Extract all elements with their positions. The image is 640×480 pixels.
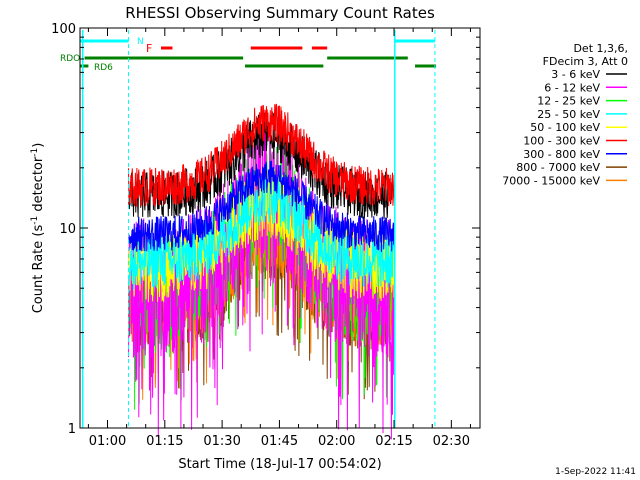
series-line: [128, 169, 396, 303]
x-tick-label: 02:00: [318, 434, 355, 449]
legend-label: 100 - 300 keV: [523, 135, 600, 148]
legend-label: 25 - 50 keV: [537, 108, 600, 121]
x-tick-label: 01:15: [146, 434, 183, 449]
night-flag-label: N: [137, 37, 144, 47]
series-line: [128, 160, 396, 253]
y-axis-label: Count Rate (s-1 detector-1): [30, 143, 46, 314]
flare-flag-label: F: [146, 42, 152, 55]
series-line: [128, 112, 396, 220]
legend-label: 300 - 800 keV: [523, 148, 600, 161]
legend-label: 7000 - 15000 keV: [502, 174, 600, 187]
legend-label: 800 - 7000 keV: [516, 161, 600, 174]
legend-label: 3 - 6 keV: [551, 68, 600, 81]
x-tick-label: 01:00: [89, 434, 126, 449]
legend-label: 50 - 100 keV: [530, 121, 600, 134]
y-tick-label: 100: [51, 22, 76, 37]
legend-header: Det 1,3,6,: [573, 42, 628, 55]
x-tick-label: 02:15: [375, 434, 412, 449]
x-tick-label: 01:45: [261, 434, 298, 449]
rdo-flag-label: RDO: [60, 54, 80, 64]
x-tick-label: 01:30: [203, 434, 240, 449]
timestamp: 1-Sep-2022 11:41: [555, 467, 636, 477]
rd6-flag-label: RD6: [94, 63, 113, 73]
plot-area: [81, 30, 436, 440]
legend-label: 6 - 12 keV: [544, 81, 600, 94]
series-line: [128, 103, 396, 207]
x-axis-label: Start Time (18-Jul-17 00:54:02): [178, 457, 381, 472]
chart-title: RHESSI Observing Summary Count Rates: [125, 4, 435, 22]
axes: 1 10 100 01:00 01:15 01:30 01:45 02:00 02:15 02:3…: [51, 22, 481, 449]
legend-label: 12 - 25 keV: [537, 95, 600, 108]
x-tick-label: 02:30: [433, 434, 470, 449]
y-tick-label: 1: [68, 422, 76, 437]
y-tick-label: 10: [59, 222, 76, 237]
legend-header: FDecim 3, Att 0: [543, 55, 628, 68]
